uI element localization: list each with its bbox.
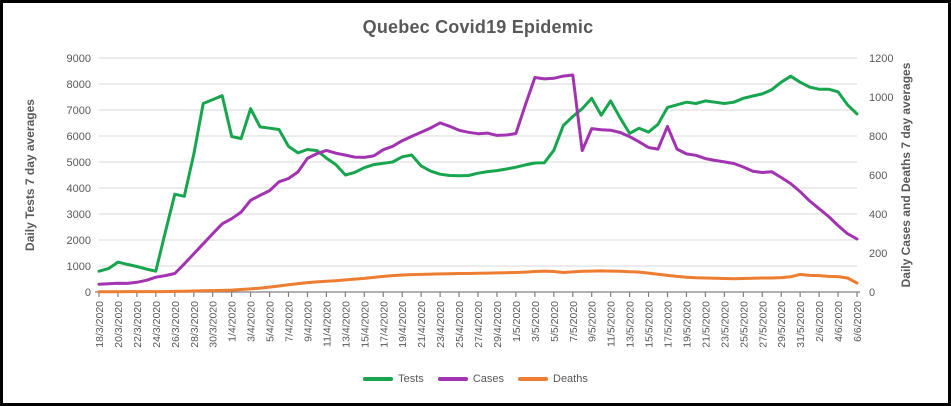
x-axis-tick-label: 15/5/2020 — [644, 301, 656, 348]
x-axis-tick-label: 15/4/2020 — [359, 301, 371, 348]
y-axis-tick-label-left: 2000 — [67, 235, 91, 247]
x-axis-tick-label: 23/4/2020 — [435, 301, 447, 348]
y-axis-tick-label-left: 7000 — [67, 105, 91, 117]
cases-line-swatch — [437, 377, 468, 381]
x-axis-tick-label: 19/4/2020 — [397, 301, 409, 348]
x-axis-tick-label: 21/5/2020 — [700, 301, 712, 348]
x-axis-tick-label: 25/4/2020 — [454, 301, 466, 348]
legend-item-deaths: Deaths — [518, 373, 588, 385]
y-axis-tick-label-right: 200 — [869, 248, 887, 260]
legend-label-cases: Cases — [472, 373, 504, 385]
x-axis-tick-label: 21/4/2020 — [416, 301, 428, 348]
x-axis-tick-label: 27/5/2020 — [757, 301, 769, 348]
x-axis-tick-label: 29/4/2020 — [492, 301, 504, 348]
y-axis-tick-label-left: 9000 — [67, 53, 91, 65]
y-axis-tick-label-left: 5000 — [67, 157, 91, 169]
y-axis-tick-label-left: 0 — [85, 287, 91, 299]
right-axis-title: Daily Cases and Deaths 7 day averages — [899, 62, 913, 288]
x-axis-tick-label: 3/5/2020 — [530, 301, 542, 342]
y-axis-tick-label-left: 8000 — [67, 79, 91, 91]
x-axis-tick-label: 30/3/2020 — [208, 301, 220, 348]
chart-title: Quebec Covid19 Epidemic — [362, 17, 594, 37]
y-axis-tick-label-right: 1200 — [869, 53, 893, 65]
y-axis-tick-label-left: 4000 — [67, 183, 91, 195]
chart-canvas: 0 1000 2000 3000 4000 5000 6000 7000 8000 9000 0 20… — [67, 53, 894, 348]
x-axis-tick-label: 11/5/2020 — [606, 301, 618, 347]
legend-label-deaths: Deaths — [553, 373, 588, 385]
legend-item-tests: Tests — [363, 373, 424, 385]
deaths-line-swatch — [518, 377, 548, 381]
x-axis-tick-label: 17/4/2020 — [378, 301, 390, 348]
x-axis-tick-label: 23/5/2020 — [719, 301, 731, 348]
x-axis-tick-label: 1/4/2020 — [227, 301, 239, 342]
y-axis-tick-label-right: 0 — [869, 287, 875, 299]
deaths-line — [97, 269, 859, 294]
tests-line-swatch — [363, 377, 394, 381]
x-axis-tick-label: 26/3/2020 — [170, 301, 182, 348]
cases-line — [97, 73, 859, 286]
y-axis-tick-label-right: 800 — [869, 131, 887, 143]
x-axis-tick-label: 7/5/2020 — [568, 301, 580, 342]
left-axis-title: Daily Tests 7 day averages — [23, 99, 37, 251]
x-axis-tick-label: 29/5/2020 — [776, 301, 788, 348]
x-axis-tick-label: 3/4/2020 — [246, 301, 258, 342]
legend-label-tests: Tests — [398, 373, 424, 385]
y-axis-tick-label-right: 400 — [869, 209, 887, 221]
x-axis-tick-label: 13/5/2020 — [625, 301, 637, 348]
x-axis-tick-label: 25/5/2020 — [738, 301, 750, 348]
x-axis-tick-label: 5/4/2020 — [265, 301, 277, 342]
legend-item-cases: Cases — [437, 373, 504, 385]
y-axis-tick-label-right: 600 — [869, 170, 887, 182]
x-axis-tick-label: 9/4/2020 — [302, 301, 314, 342]
x-axis-tick-label: 17/5/2020 — [663, 301, 675, 348]
x-axis-tick-label: 18/3/2020 — [94, 301, 106, 348]
x-axis-tick-label: 6/6/2020 — [852, 301, 864, 342]
x-axis-tick-label: 11/4/2020 — [321, 301, 333, 347]
x-axis-tick-label: 5/5/2020 — [549, 301, 561, 342]
y-axis-tick-label-right: 1000 — [869, 92, 893, 104]
y-axis-tick-label-left: 3000 — [67, 209, 91, 221]
x-axis-tick-label: 27/4/2020 — [473, 301, 485, 348]
x-axis-tick-label: 13/4/2020 — [340, 301, 352, 348]
x-axis-tick-label: 24/3/2020 — [151, 301, 163, 348]
x-axis-tick-label: 1/5/2020 — [511, 301, 523, 342]
x-axis-tick-label: 20/3/2020 — [113, 301, 125, 348]
tests-line — [97, 74, 859, 273]
y-axis-tick-label-left: 1000 — [67, 261, 91, 273]
x-axis-tick-label: 4/6/2020 — [833, 301, 845, 342]
x-axis-tick-label: 22/3/2020 — [132, 301, 144, 348]
x-axis-tick-label: 31/5/2020 — [795, 301, 807, 348]
x-axis-tick-label: 28/3/2020 — [189, 301, 201, 348]
x-axis-tick-label: 9/5/2020 — [587, 301, 599, 342]
legend: Tests Cases Deaths — [3, 373, 948, 385]
x-axis-tick-label: 2/6/2020 — [814, 301, 826, 342]
x-axis-tick-label: 7/4/2020 — [284, 301, 296, 342]
y-axis-tick-label-left: 6000 — [67, 131, 91, 143]
x-axis-tick-label: 19/5/2020 — [681, 301, 693, 348]
